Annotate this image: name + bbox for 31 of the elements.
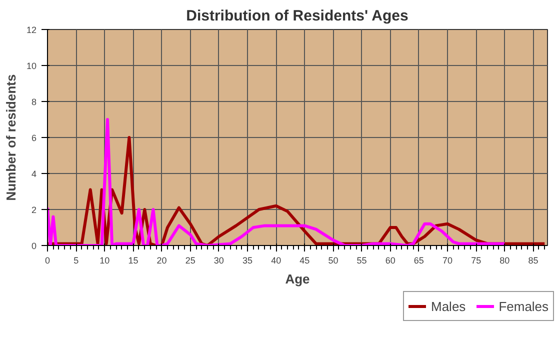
y-axis-title: Number of residents xyxy=(3,74,18,201)
y-tick-label: 12 xyxy=(26,25,37,35)
x-axis-title: Age xyxy=(285,272,310,286)
x-tick-label: 85 xyxy=(528,256,538,266)
y-tick-label: 10 xyxy=(26,61,37,71)
x-tick-label: 30 xyxy=(214,256,224,266)
x-tick-label: 50 xyxy=(328,256,338,266)
y-tick-label: 6 xyxy=(31,133,37,143)
y-tick-label: 0 xyxy=(31,241,37,251)
x-tick-label: 70 xyxy=(442,256,453,266)
y-tick-label: 8 xyxy=(31,97,37,107)
x-tick-label: 55 xyxy=(356,256,367,266)
x-tick-label: 10 xyxy=(100,256,110,266)
x-tick-label: 60 xyxy=(385,256,396,266)
x-tick-label: 75 xyxy=(471,256,482,266)
chart-title: Distribution of Residents' Ages xyxy=(186,8,408,24)
x-tick-label: 35 xyxy=(242,256,253,266)
legend-label: Females xyxy=(498,298,549,314)
y-tick-label: 4 xyxy=(31,169,37,179)
x-tick-label: 25 xyxy=(185,256,196,266)
x-tick-label: 65 xyxy=(414,256,424,266)
x-tick-label: 45 xyxy=(300,256,310,266)
legend-label: Males xyxy=(431,298,466,314)
x-tick-label: 80 xyxy=(500,256,510,266)
x-tick-label: 40 xyxy=(271,256,282,266)
line-series xyxy=(48,118,506,246)
x-tick-label: 5 xyxy=(74,256,79,266)
x-tick-label: 20 xyxy=(156,256,167,266)
y-tick-label: 2 xyxy=(31,205,37,215)
x-tick-label: 0 xyxy=(44,256,50,266)
x-tick-label: 15 xyxy=(128,256,138,266)
